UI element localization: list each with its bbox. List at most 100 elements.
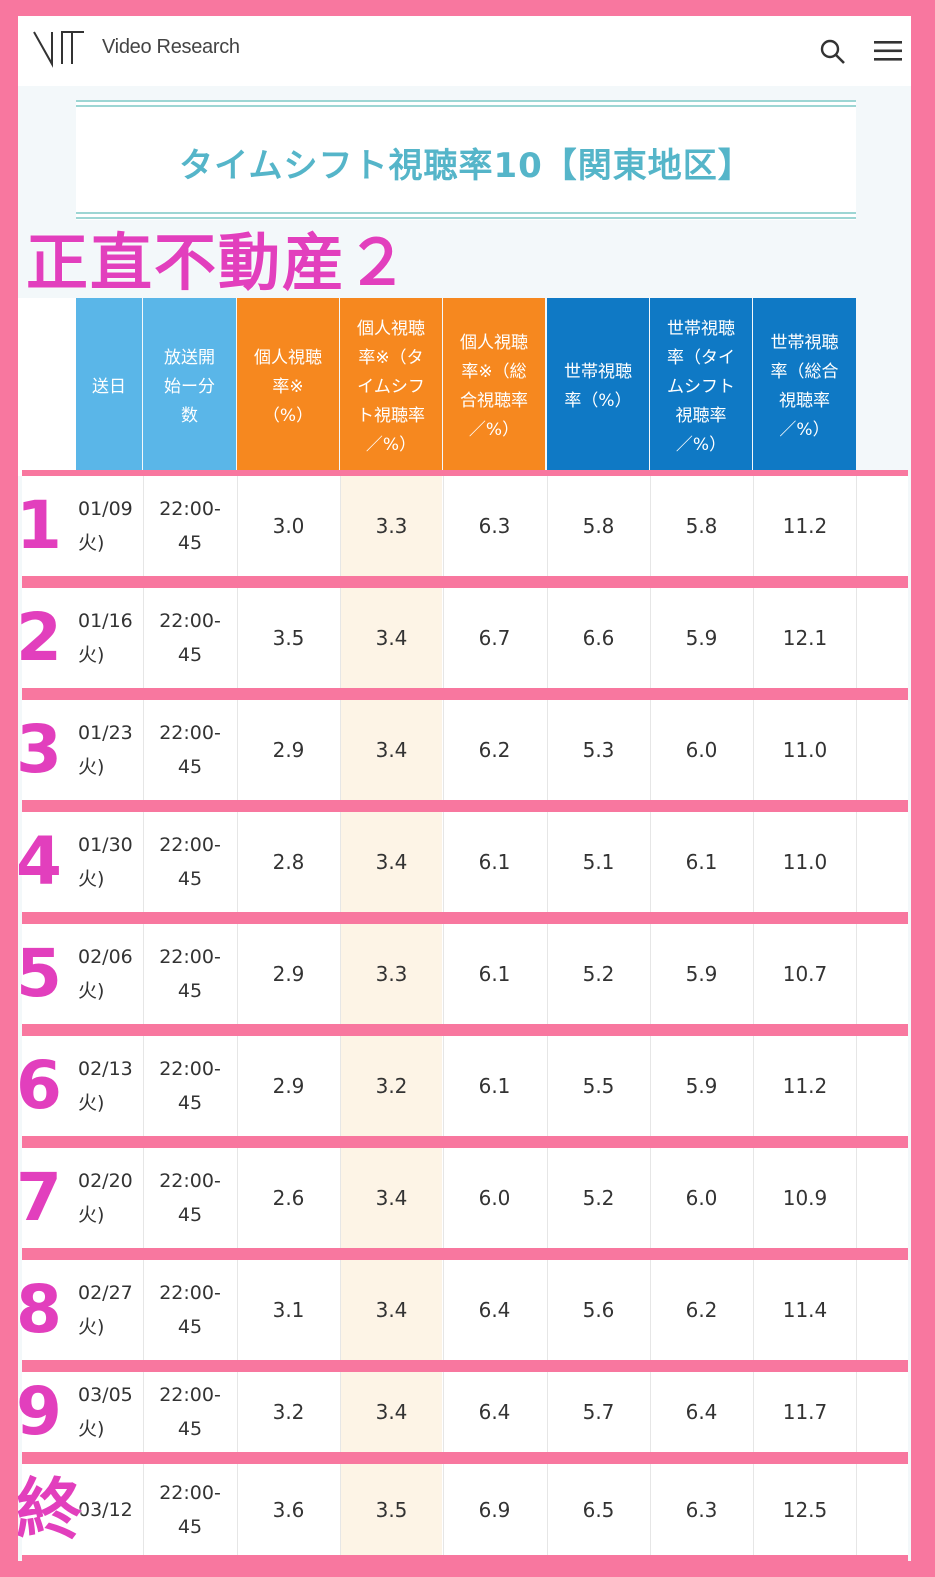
cell-date: 02/27 火) [78,1282,133,1338]
rank-number: 終 [18,1470,82,1548]
search-icon[interactable] [819,38,847,66]
cell-ptot: 6.1 [443,924,545,1024]
cell-pts: 3.4 [340,1148,442,1248]
cell-hts: 5.9 [650,924,752,1024]
cell-time: 22:00- 45 [143,588,236,688]
cell-date: 03/05 火) [78,1384,133,1440]
cell-hts: 6.0 [650,1148,752,1248]
cell-hts: 6.0 [650,700,752,800]
menu-icon[interactable] [873,38,903,64]
cell-time: 22:00- 45 [143,812,236,912]
cell-htot: 11.2 [753,476,856,576]
cell-h: 6.6 [547,588,649,688]
cell-date: 02/13 火) [78,1058,133,1114]
cell-date: 02/06 火) [78,946,133,1002]
phone-frame: Video Research タイムシフト視聴率10【関東地区】 正直不動産２ … [18,16,911,1561]
article-content: タイムシフト視聴率10【関東地区】 正直不動産２ 送日 放送開 始ー分 数 個人… [18,86,911,1561]
column-header: 個人視聴 率※（タ イムシフ ト視聴率 ／%） [340,298,442,476]
cell-date: 01/30 火) [78,834,133,890]
cell-date: 02/20 火) [78,1170,133,1226]
cell-h: 5.7 [547,1372,649,1452]
header-spacer [18,298,76,476]
cell-date: 01/23 火) [78,722,133,778]
cell-blank [856,1148,908,1248]
cell-blank [856,812,908,912]
cell-hts: 5.8 [650,476,752,576]
title-banner: タイムシフト視聴率10【関東地区】 [76,100,856,220]
table-row: 01/09 火) 22:00- 45 3.0 3.3 6.3 5.8 5.8 11.2 1 [18,470,908,582]
cell-htot: 11.2 [753,1036,856,1136]
top-bar: Video Research [18,16,911,87]
cell-blank [856,476,908,576]
cell-h: 5.8 [547,476,649,576]
cell-time: 22:00- 45 [143,700,236,800]
cell-h: 5.5 [547,1036,649,1136]
cell-ptot: 6.4 [443,1260,545,1360]
title-rule [76,105,856,107]
cell-blank [856,924,908,1024]
rank-number: 3 [18,711,62,788]
cell-p: 3.5 [237,588,339,688]
title-rule [76,100,856,102]
cell-blank [856,700,908,800]
cell-blank [856,588,908,688]
cell-hts: 5.9 [650,588,752,688]
cell-h: 5.2 [547,1148,649,1248]
cell-ptot: 6.1 [443,812,545,912]
cell-blank [856,1464,908,1555]
cell-p: 2.9 [237,700,339,800]
cell-pts: 3.4 [340,1260,442,1360]
table-row: 01/30 火) 22:00- 45 2.8 3.4 6.1 5.1 6.1 11.0 4 [18,806,908,918]
cell-htot: 11.4 [753,1260,856,1360]
cell-h: 5.3 [547,700,649,800]
table-row: 02/13 火) 22:00- 45 2.9 3.2 6.1 5.5 5.9 11.2 6 [18,1030,908,1142]
cell-htot: 11.0 [753,700,856,800]
cell-hts: 6.3 [650,1464,752,1555]
cell-hts: 5.9 [650,1036,752,1136]
column-header: 送日 [76,298,142,476]
cell-htot: 12.5 [753,1464,856,1555]
table-row: 01/23 火) 22:00- 45 2.9 3.4 6.2 5.3 6.0 11.0 3 [18,694,908,806]
table-row: 02/27 火) 22:00- 45 3.1 3.4 6.4 5.6 6.2 11.4 8 [18,1254,908,1366]
table-header: 送日 放送開 始ー分 数 個人視聴 率※ （%） 個人視聴 率※（タ イムシフ … [18,298,911,476]
cell-hts: 6.1 [650,812,752,912]
column-header: 世帯視聴 率（タイ ムシフト 視聴率 ／%） [650,298,752,476]
cell-ptot: 6.1 [443,1036,545,1136]
cell-h: 6.5 [547,1464,649,1555]
cell-ptot: 6.0 [443,1148,545,1248]
cell-htot: 12.1 [753,588,856,688]
cell-blank [856,1372,908,1452]
rank-number: 8 [18,1271,62,1348]
column-header: 世帯視聴 率（%） [547,298,649,476]
rank-number: 1 [18,487,62,564]
table-row: 01/16 火) 22:00- 45 3.5 3.4 6.7 6.6 5.9 12.1 2 [18,582,908,694]
cell-ptot: 6.9 [443,1464,545,1555]
cell-time: 22:00- 45 [143,476,236,576]
cell-time: 22:00- 45 [143,924,236,1024]
cell-p: 2.9 [237,1036,339,1136]
cell-htot: 10.7 [753,924,856,1024]
cell-hts: 6.4 [650,1372,752,1452]
cell-date: 01/09 火) [78,498,133,554]
cell-pts: 3.3 [340,476,442,576]
cell-ptot: 6.3 [443,476,545,576]
column-header: 放送開 始ー分 数 [143,298,236,476]
cell-pts: 3.3 [340,924,442,1024]
cell-p: 3.1 [237,1260,339,1360]
rank-number: 6 [18,1047,62,1124]
vr-logo-icon[interactable] [32,28,102,68]
column-header: 世帯視聴 率（総合 視聴率 ／%） [753,298,856,476]
brand-name[interactable]: Video Research [102,36,240,58]
rank-number: 4 [18,823,62,900]
cell-time: 22:00- 45 [143,1372,236,1452]
cell-htot: 10.9 [753,1148,856,1248]
cell-p: 2.8 [237,812,339,912]
cell-pts: 3.4 [340,1372,442,1452]
cell-h: 5.6 [547,1260,649,1360]
overlay-show-title: 正直不動産２ [26,226,411,299]
title-rule [76,212,856,214]
rank-number: 5 [18,935,62,1012]
cell-h: 5.1 [547,812,649,912]
cell-htot: 11.7 [753,1372,856,1452]
cell-time: 22:00- 45 [143,1036,236,1136]
